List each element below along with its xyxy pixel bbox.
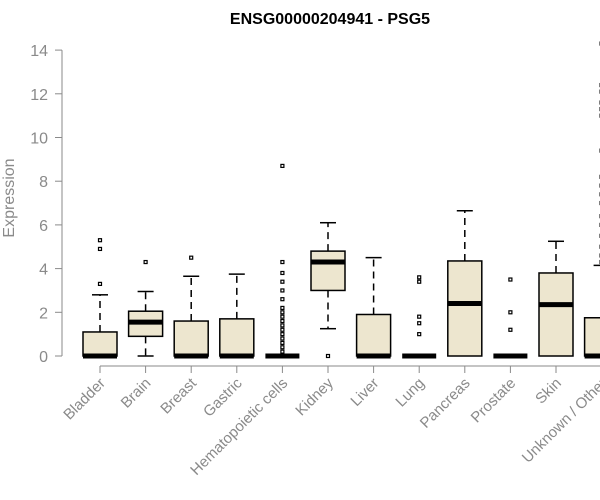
outlier-point — [417, 321, 422, 326]
x-tick-label: Gastric — [200, 374, 246, 420]
outlier-point — [280, 288, 285, 293]
outlier-point — [417, 332, 422, 337]
outlier-point — [280, 305, 285, 311]
y-tick-label: 0 — [39, 349, 48, 366]
box-prostate — [493, 277, 528, 359]
iqr-box — [447, 260, 483, 357]
y-tick-label: 14 — [30, 43, 48, 60]
x-tick-label: Bladder — [60, 375, 109, 424]
outlier-point — [508, 310, 513, 315]
y-tick-label: 2 — [39, 305, 48, 322]
iqr-box — [355, 313, 392, 357]
outlier-point — [417, 314, 422, 319]
x-tick-label: Brain — [118, 375, 155, 412]
outlier-point — [508, 277, 513, 282]
box-liver — [355, 256, 392, 359]
x-tick-label: Pancreas — [417, 375, 474, 432]
y-tick-label: 6 — [39, 218, 48, 235]
x-tick-label: Prostate — [468, 375, 520, 427]
outlier-point — [97, 281, 103, 286]
outlier-point — [280, 314, 285, 319]
box-skin — [538, 240, 574, 357]
outlier-point — [325, 353, 331, 359]
y-axis: 0 2 4 6 8 10 12 14 — [30, 43, 63, 366]
outlier-point — [280, 259, 285, 265]
outlier-point — [508, 327, 513, 332]
iqr-box — [82, 331, 118, 357]
outlier-point — [280, 327, 285, 332]
box-hematopoietic-cells — [265, 163, 300, 359]
x-tick-label: Liver — [347, 375, 382, 410]
outlier-point — [97, 238, 103, 243]
iqr-box — [310, 250, 346, 292]
outlier-point — [280, 336, 285, 341]
outlier-point — [280, 349, 285, 354]
y-tick-label: 10 — [30, 131, 48, 148]
outlier-point — [417, 275, 422, 280]
y-tick-label: 8 — [39, 174, 48, 191]
x-tick-label: Kidney — [292, 374, 337, 419]
outlier-point — [280, 318, 285, 324]
outlier-point — [189, 255, 194, 260]
box-gastric — [219, 273, 255, 359]
box-unknown-other — [583, 41, 600, 359]
x-tick-label: Breast — [157, 374, 200, 417]
y-tick-label: 4 — [39, 262, 48, 279]
outlier-point — [280, 323, 285, 328]
box-breast — [173, 255, 209, 359]
x-tick-label: Skin — [532, 375, 565, 408]
box-lung — [402, 275, 437, 359]
y-axis-label: Expression — [1, 158, 18, 237]
outlier-point — [280, 310, 285, 315]
iqr-box — [538, 272, 574, 357]
outlier-point — [417, 279, 422, 284]
outlier-point — [97, 246, 103, 252]
outlier-point — [280, 270, 285, 276]
outlier-point — [280, 279, 285, 284]
iqr-box — [583, 317, 600, 357]
box-bladder — [82, 238, 118, 359]
iqr-box — [173, 320, 209, 357]
y-tick-label: 12 — [30, 87, 48, 104]
outlier-point — [143, 259, 148, 265]
boxes-group — [82, 41, 600, 359]
box-brain — [127, 259, 164, 357]
chart-title: ENSG00000204941 - PSG5 — [230, 11, 430, 28]
outlier-point — [280, 340, 285, 345]
outlier-point — [280, 163, 285, 169]
box-pancreas — [447, 209, 483, 357]
outlier-point — [280, 297, 285, 302]
iqr-box — [219, 318, 255, 357]
box-kidney — [310, 221, 346, 359]
outlier-point — [280, 345, 285, 350]
x-tick-label: Lung — [392, 375, 428, 411]
outlier-point — [280, 332, 285, 337]
